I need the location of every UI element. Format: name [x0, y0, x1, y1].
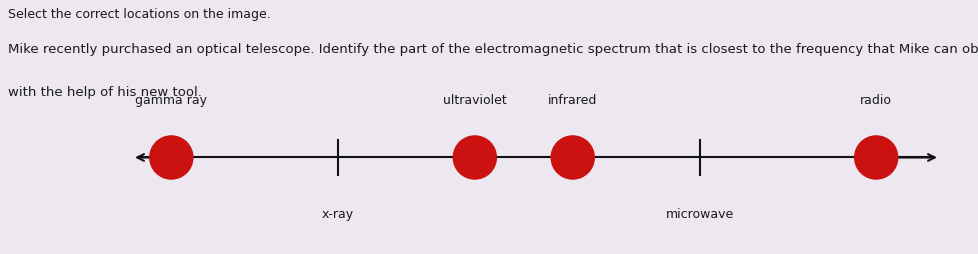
Text: infrared: infrared	[548, 94, 597, 107]
Text: radio: radio	[860, 94, 891, 107]
Text: ultraviolet: ultraviolet	[442, 94, 507, 107]
Text: with the help of his new tool.: with the help of his new tool.	[8, 86, 201, 99]
Text: x-ray: x-ray	[322, 208, 353, 221]
Ellipse shape	[551, 136, 594, 179]
Text: microwave: microwave	[665, 208, 734, 221]
Ellipse shape	[854, 136, 897, 179]
Ellipse shape	[150, 136, 193, 179]
Text: gamma ray: gamma ray	[135, 94, 207, 107]
Text: Select the correct locations on the image.: Select the correct locations on the imag…	[8, 8, 270, 21]
Ellipse shape	[453, 136, 496, 179]
Text: Mike recently purchased an optical telescope. Identify the part of the electroma: Mike recently purchased an optical teles…	[8, 43, 978, 56]
